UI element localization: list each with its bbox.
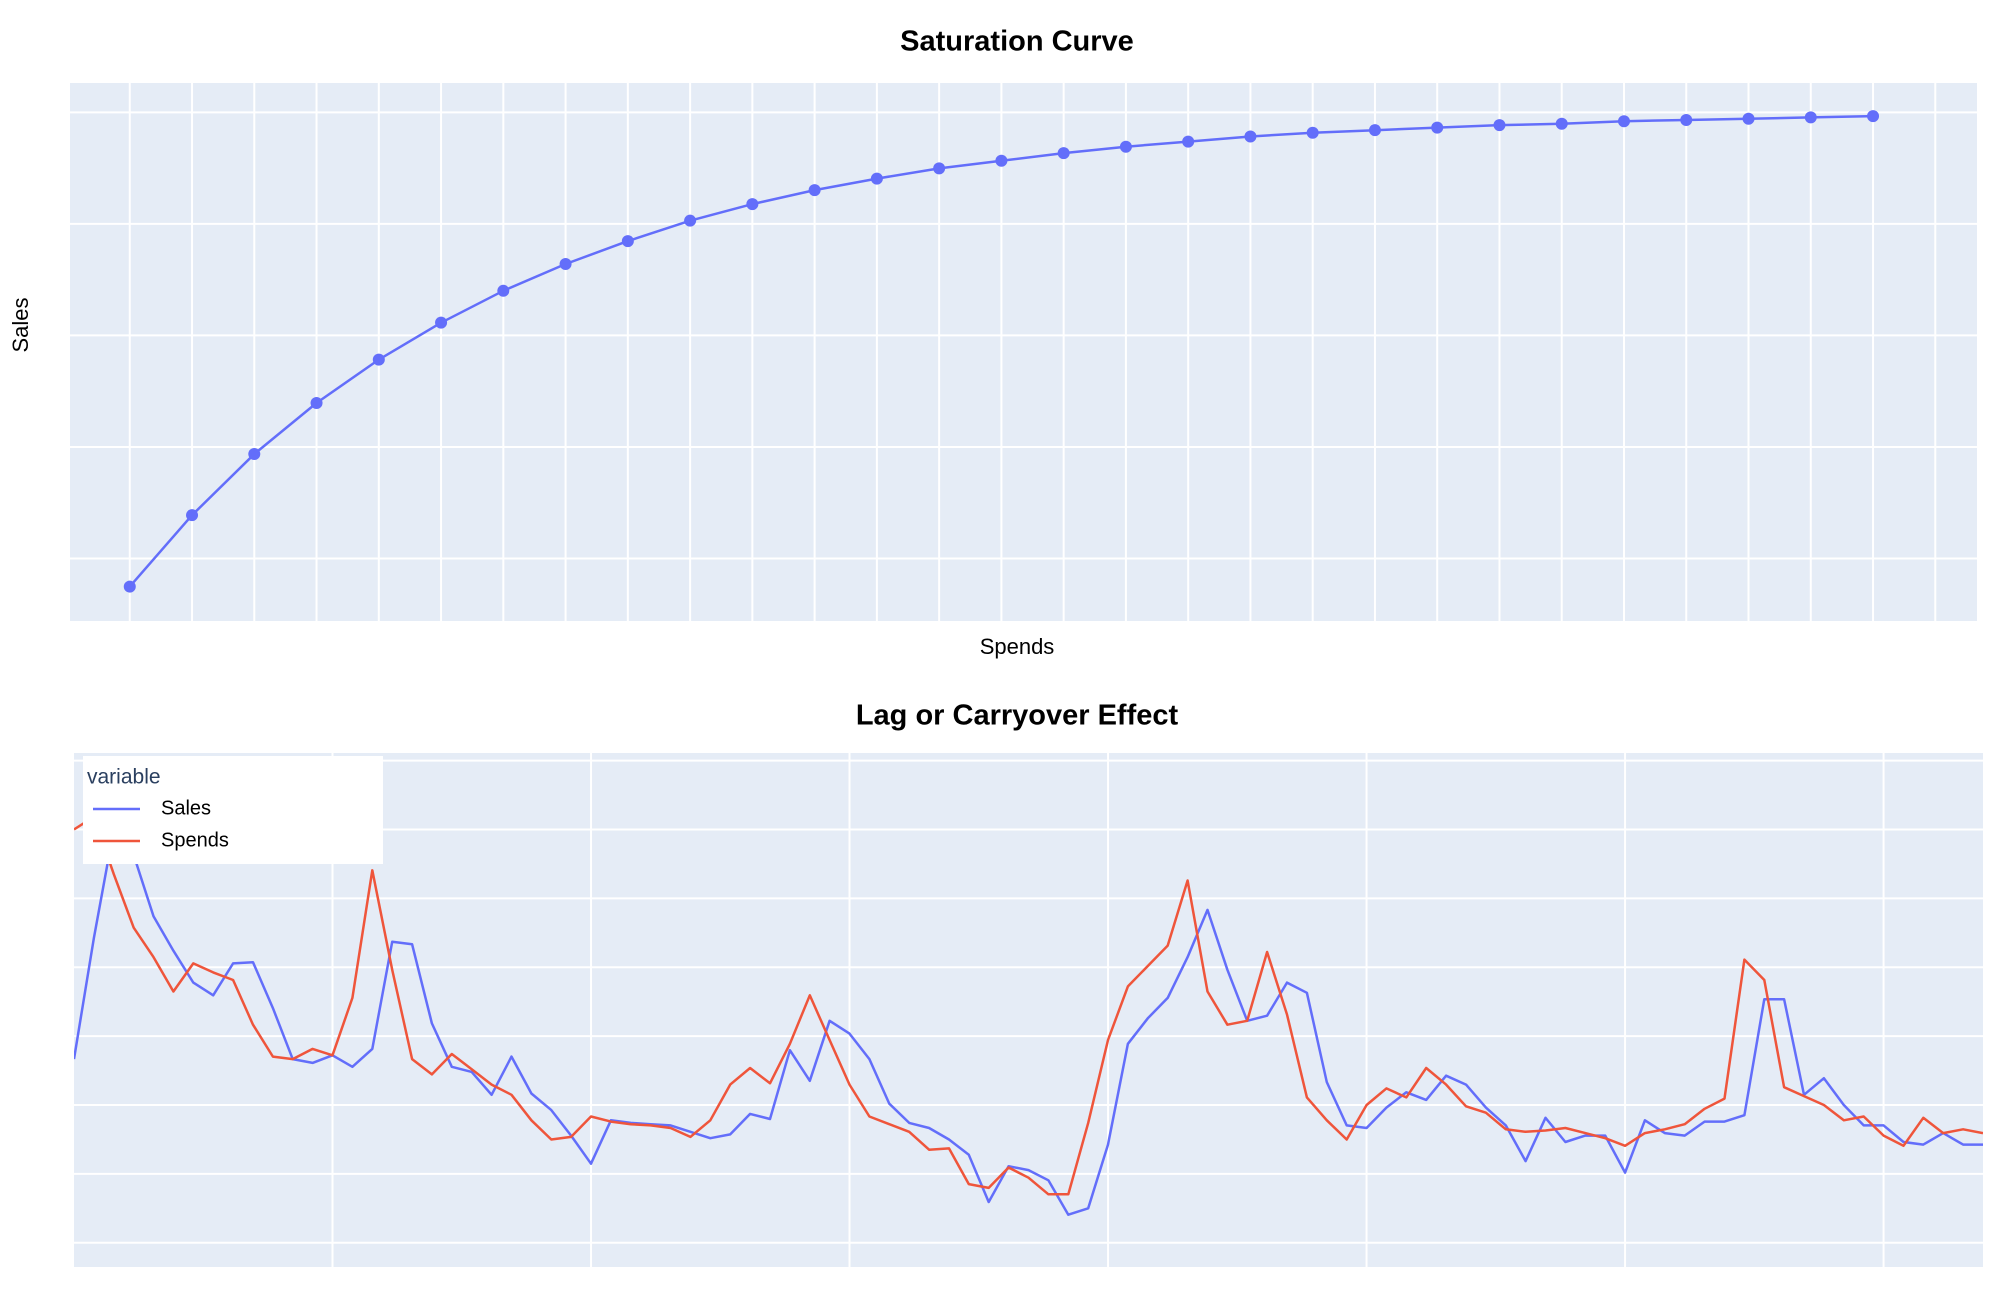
point: [1182, 135, 1195, 148]
point: [1555, 117, 1568, 130]
point: [1057, 147, 1070, 160]
line-series: [74, 828, 1983, 1216]
chart-title: Lag or Carryover Effect: [856, 700, 1179, 732]
chart-title: Saturation Curve: [900, 26, 1134, 58]
point: [1244, 130, 1257, 143]
point: [1368, 124, 1381, 137]
point: [1431, 121, 1444, 134]
point: [1804, 111, 1817, 124]
point: [1493, 119, 1506, 132]
legend-label: Sales: [161, 797, 211, 819]
plot-area: [70, 83, 1977, 621]
plot-area: [74, 753, 1983, 1267]
y-axis-label: Sales: [8, 297, 33, 352]
point: [123, 580, 136, 593]
point: [248, 447, 261, 460]
point: [1617, 115, 1630, 128]
line-series: [74, 815, 1983, 1196]
point: [621, 235, 634, 248]
point: [746, 198, 759, 211]
legend-title: variable: [87, 766, 161, 789]
point: [870, 172, 883, 185]
point: [684, 214, 697, 227]
point: [497, 284, 510, 297]
point: [186, 509, 199, 522]
point: [310, 396, 323, 409]
point: [1867, 110, 1880, 123]
plot-series: [123, 110, 1880, 593]
point: [995, 154, 1008, 167]
point: [435, 316, 448, 329]
legend-label: Spends: [161, 829, 229, 851]
point: [372, 353, 385, 366]
point: [808, 184, 821, 197]
point: [1119, 140, 1132, 153]
x-axis-label: Spends: [980, 634, 1055, 659]
point: [559, 258, 572, 271]
point: [1742, 112, 1755, 125]
point: [933, 162, 946, 175]
point: [1306, 126, 1319, 139]
plot-series: [74, 815, 1983, 1216]
point: [1680, 113, 1693, 126]
